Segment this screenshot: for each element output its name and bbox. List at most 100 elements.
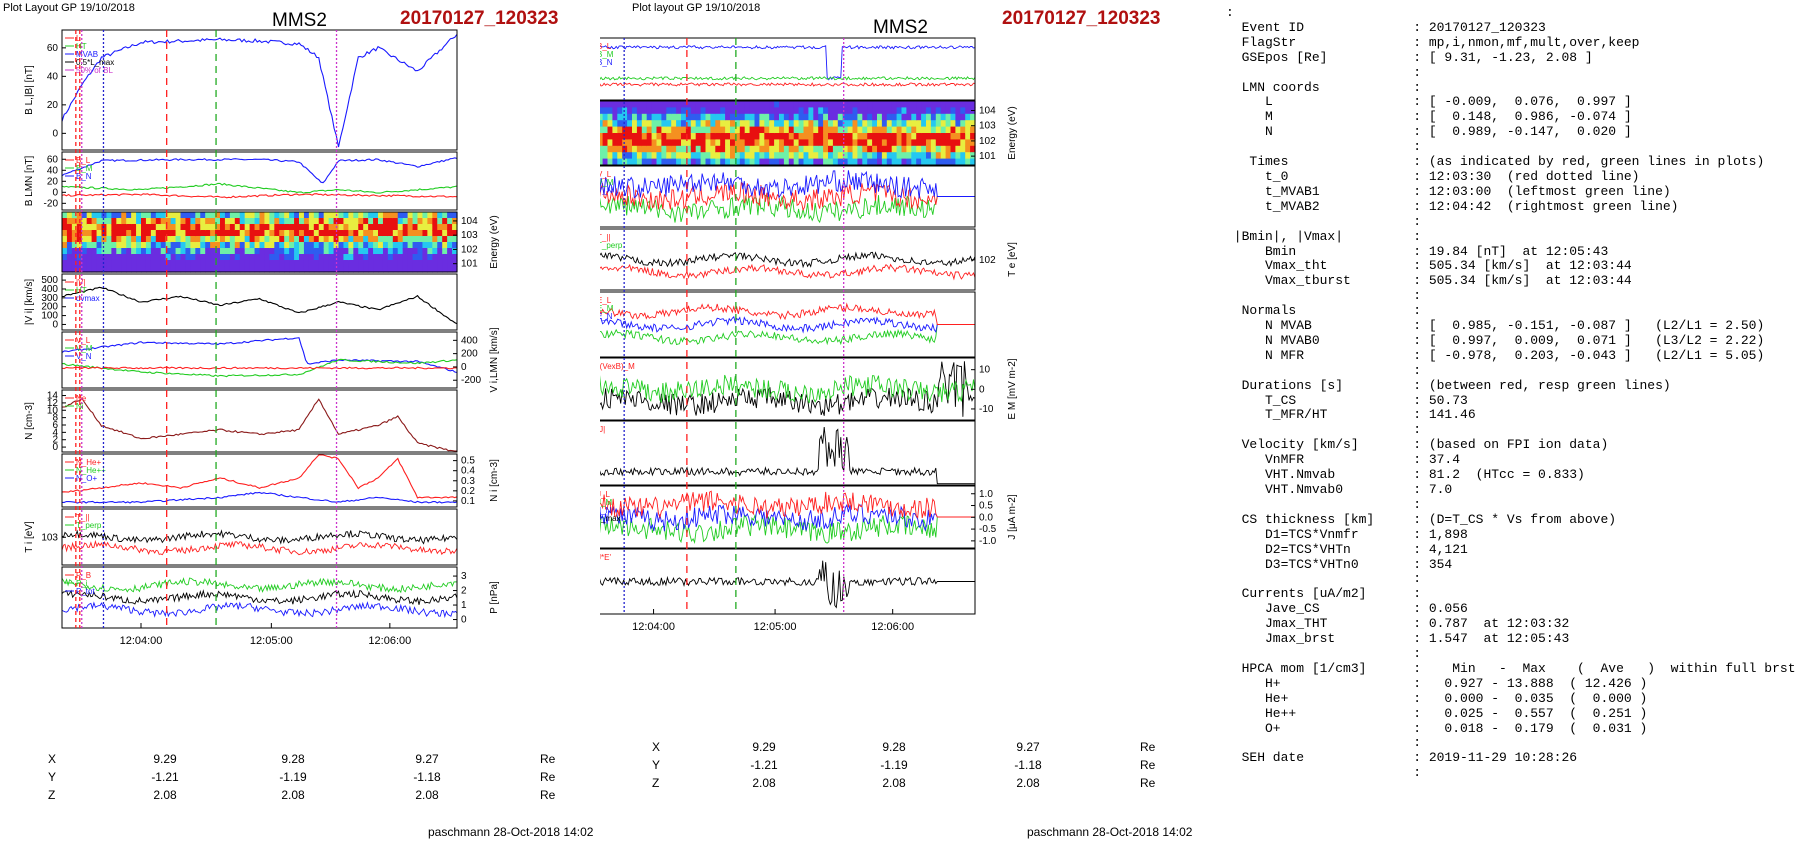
fig1-heat-cell (412, 260, 419, 267)
fig1-heat-cell (348, 218, 354, 225)
fig2-ylabel: Energy (eV) (1007, 106, 1018, 159)
fig2-heat-cell (636, 126, 643, 134)
fig1-heat-cell (373, 266, 379, 273)
fig1-heat-cell (254, 254, 261, 261)
fig1-heat-cell (101, 248, 108, 255)
fig1-heat-cell (220, 260, 226, 267)
fig1-heat-cell (239, 224, 246, 231)
fig1-heat-cell (417, 230, 424, 237)
fig1-heat-cell (289, 218, 295, 225)
fig1-legend-entry: T_|| (76, 513, 90, 522)
fig1-coord-y-unit: Re (540, 770, 556, 784)
fig2-heat-cell (798, 120, 805, 128)
fig1-heat-cell (358, 266, 364, 273)
fig1-heat-cell (308, 230, 315, 237)
fig1-heat-cell (224, 254, 231, 261)
fig1-heat-cell (274, 266, 280, 273)
fig2-heat-cell (916, 101, 922, 108)
fig1-heat-cell (136, 212, 142, 219)
fig1-heat-cell (264, 230, 270, 237)
fig1-heat-cell (274, 236, 280, 243)
fig2-heat-cell (681, 126, 687, 134)
fig1-heat-cell (308, 260, 315, 267)
fig1-heat-cell (382, 236, 389, 243)
fig1-heat-cell (289, 212, 295, 219)
fig1-heat-cell (284, 242, 290, 249)
fig1-heat-cell (111, 212, 117, 219)
fig1-heat-cell (141, 212, 147, 219)
fig1-event-title: 20170127_120323 (400, 8, 559, 29)
fig2-heat-cell (906, 120, 912, 128)
fig2-panel-frame (600, 291, 976, 358)
fig1-heat-cell (392, 218, 399, 225)
fig1-heat-cell (422, 242, 428, 249)
fig2-heat-cell (671, 107, 677, 115)
fig1-heat-cell (96, 236, 103, 243)
fig2-heat-cell (935, 133, 942, 140)
fig1-heat-cell (402, 236, 409, 243)
fig1-ytick-label: 40 (47, 71, 59, 82)
fig1-heat-cell (106, 212, 112, 219)
fig1-heat-cell (111, 248, 117, 255)
fig2-heat-cell (906, 152, 912, 160)
fig2-heat-cell (720, 152, 726, 160)
fig2-heat-cell (960, 107, 966, 115)
fig1-heat-cell (279, 254, 285, 261)
fig1-heat-cell (363, 218, 369, 225)
fig2-heat-cell (671, 126, 677, 134)
fig2-heat-cell (769, 145, 775, 153)
fig2-legend-entry: V_L (600, 170, 612, 179)
fig2-heat-cell (867, 126, 873, 134)
fig2-heat-cell (803, 133, 809, 140)
fig1-legend-entry: B_M (76, 164, 93, 173)
fig2-coord-y-label: Y (652, 758, 661, 772)
fig2-heat-cell (965, 152, 971, 160)
fig1-heat-cell (402, 260, 409, 267)
fig2-heat-cell (744, 113, 751, 121)
fig2-heat-cell (612, 158, 618, 166)
fig2-heat-cell (730, 133, 736, 140)
fig1-heat-cell (185, 266, 191, 273)
fig1-heat-cell (407, 212, 414, 219)
fig2-heat-cell (857, 145, 863, 153)
fig2-heat-cell (793, 113, 800, 121)
fig2-heat-cell (690, 126, 697, 134)
fig2-heat-cell (886, 133, 893, 140)
fig2-heat-cell (798, 126, 805, 134)
fig1-heat-cell (254, 260, 261, 267)
fig2-heat-cell (970, 126, 976, 134)
fig2-heat-cell (744, 126, 751, 134)
fig1-heat-cell (160, 224, 167, 231)
fig1-heat-cell (368, 224, 374, 231)
fig1-heat-cell (244, 212, 251, 219)
fig1-heat-cell (442, 242, 448, 249)
fig1-heat-cell (215, 242, 221, 249)
fig2-panel-frame (600, 420, 976, 486)
fig2-spacecraft-title: MMS2 (873, 17, 928, 38)
fig1-heat-cell (353, 230, 359, 237)
fig2-heat-cell (671, 152, 677, 160)
fig1-ytick-label: 101 (461, 259, 478, 270)
fig1-heat-cell (160, 236, 167, 243)
fig1-heat-cell (175, 218, 182, 225)
fig2-heat-cell (666, 126, 672, 134)
fig2-panel-frame (600, 100, 976, 166)
fig2-heat-cell (676, 126, 682, 134)
fig2-heat-cell (950, 133, 956, 140)
fig1-heat-cell (269, 218, 275, 225)
fig1-heat-cell (71, 254, 78, 261)
fig1-heat-cell (150, 248, 157, 255)
fig1-heat-cell (175, 224, 182, 231)
fig1-heat-cell (373, 248, 379, 255)
fig2-heat-cell (813, 101, 819, 108)
fig2-heat-cell (607, 133, 613, 140)
fig1-heat-cell (111, 266, 117, 273)
fig1-heat-cell (343, 254, 349, 261)
fig2-heat-cell (671, 133, 677, 140)
fig1-heat-cell (160, 266, 167, 273)
fig2-heat-cell (847, 101, 854, 108)
fig1-heat-cell (392, 266, 399, 273)
fig2-heat-cell (955, 101, 961, 108)
fig2-heat-cell (803, 139, 809, 147)
